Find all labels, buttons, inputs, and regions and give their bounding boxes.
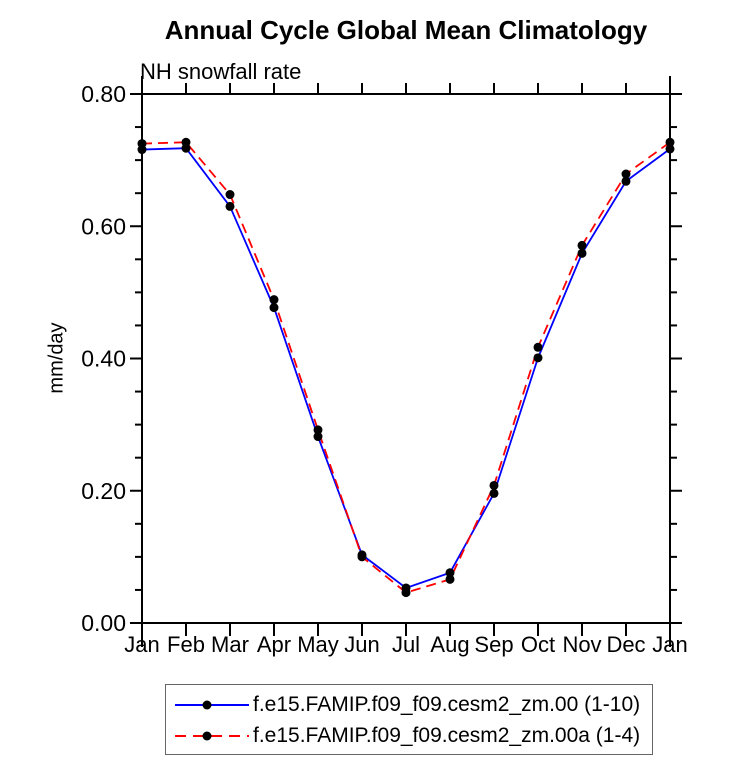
- series-1-marker: [313, 425, 323, 435]
- x-tick-label: Jun: [344, 632, 379, 657]
- x-tick-label: Apr: [257, 632, 291, 657]
- series-0-marker: [225, 201, 235, 211]
- series-1-marker: [181, 137, 191, 147]
- chart-title: Annual Cycle Global Mean Climatology: [164, 15, 648, 45]
- series-1-marker: [533, 342, 543, 352]
- x-tick-label: Mar: [211, 632, 249, 657]
- series-0-marker: [621, 176, 631, 186]
- series-0-marker: [533, 353, 543, 363]
- plot-frame: [141, 93, 671, 624]
- x-tick-label: Oct: [521, 632, 555, 657]
- y-tick-label: 0.20: [81, 478, 126, 504]
- legend: f.e15.FAMIP.f09_f09.cesm2_zm.00 (1-10) f…: [165, 684, 653, 755]
- series-1-marker: [269, 295, 279, 305]
- x-tick-label: Jan: [124, 632, 159, 657]
- x-tick-label: Nov: [562, 632, 601, 657]
- y-tick-label: 0.40: [81, 346, 126, 372]
- series-1-marker: [357, 552, 367, 562]
- x-tick-label: Aug: [430, 632, 469, 657]
- series-1-marker: [489, 480, 499, 490]
- legend-label-series-0: f.e15.FAMIP.f09_f09.cesm2_zm.00 (1-10): [253, 692, 641, 716]
- legend-marker-dot-icon: [202, 700, 212, 709]
- legend-swatch-solid-blue-line: [175, 700, 249, 709]
- y-tick-label: 0.80: [81, 81, 126, 107]
- series-1-marker: [137, 139, 147, 149]
- series-0-marker: [489, 488, 499, 498]
- series-line-1: [141, 141, 671, 594]
- x-tick-label: Dec: [606, 632, 645, 657]
- series-1-marker: [577, 240, 587, 250]
- legend-row-series-1: f.e15.FAMIP.f09_f09.cesm2_zm.00a (1-4): [166, 720, 652, 751]
- x-tick-label: Jul: [392, 632, 420, 657]
- x-tick-label: Feb: [167, 632, 205, 657]
- series-1-marker: [665, 137, 675, 147]
- series-0-marker: [577, 248, 587, 258]
- chart-subtitle: NH snowfall rate: [140, 59, 302, 84]
- x-tick-label: May: [297, 632, 339, 657]
- series-0-marker: [445, 568, 455, 578]
- series-0-marker: [665, 144, 675, 154]
- legend-label-series-1: f.e15.FAMIP.f09_f09.cesm2_zm.00a (1-4): [253, 723, 641, 747]
- legend-row-series-0: f.e15.FAMIP.f09_f09.cesm2_zm.00 (1-10): [166, 689, 652, 720]
- series-line-0: [141, 147, 671, 589]
- series-1-marker: [401, 588, 411, 598]
- series-1-marker: [445, 574, 455, 584]
- legend-swatch-dashed-red-line: [175, 731, 249, 740]
- series-0-marker: [269, 303, 279, 313]
- series-1-marker: [621, 169, 631, 179]
- y-tick-label: 0.60: [81, 213, 126, 239]
- y-tick-label: 0.00: [81, 610, 126, 636]
- x-tick-label: Sep: [474, 632, 513, 657]
- series-0-marker: [313, 432, 323, 442]
- legend-marker-dot-icon: [202, 731, 212, 740]
- x-tick-label: Jan: [652, 632, 687, 657]
- series-1-marker: [225, 190, 235, 200]
